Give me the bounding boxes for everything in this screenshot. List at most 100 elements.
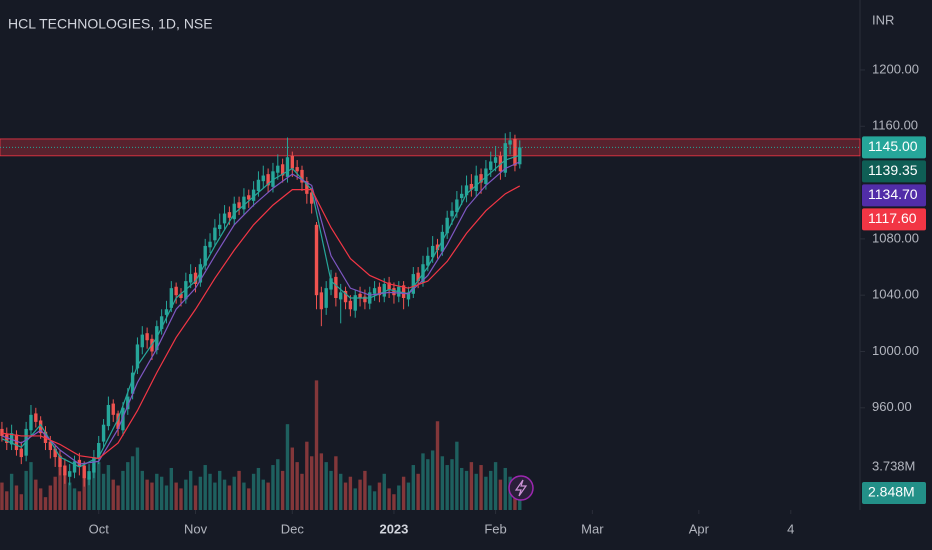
candle-body: [348, 300, 353, 310]
candle-body: [334, 276, 338, 299]
candle-body: [377, 286, 382, 296]
volume-bar: [67, 482, 72, 510]
candle-body: [363, 296, 367, 303]
volume-bar: [314, 380, 319, 510]
candle-body: [503, 143, 507, 173]
candle-body: [179, 293, 183, 299]
volume-bar: [295, 462, 299, 510]
volume-bar: [440, 456, 445, 510]
volume-bar: [242, 482, 246, 510]
y-tick-label: 1040.00: [872, 287, 919, 302]
candle-body: [309, 192, 314, 204]
volume-bar: [53, 476, 57, 510]
x-tick-label: Mar: [581, 521, 604, 536]
volume-bar: [188, 470, 193, 510]
icon-circle[interactable]: [508, 475, 534, 501]
volume-bar: [401, 476, 406, 510]
x-tick-label: 2023: [379, 521, 408, 536]
volume-bar: [14, 485, 19, 510]
candle-body: [19, 448, 23, 458]
candle-body: [0, 428, 4, 436]
volume-bar: [140, 470, 144, 510]
icon-bolt[interactable]: [514, 479, 528, 497]
volume-bar: [290, 447, 295, 510]
volume-bar: [435, 421, 440, 510]
volume-bar: [445, 465, 449, 510]
candle-body: [116, 413, 120, 429]
candle-body: [261, 175, 265, 182]
candle-body: [276, 165, 280, 173]
volume-bar: [329, 470, 333, 510]
volume-bar: [169, 467, 174, 510]
x-tick-label: Nov: [184, 521, 208, 536]
candle-body: [5, 434, 9, 443]
volume-bar: [450, 459, 454, 510]
y-tick-label: 1200.00: [872, 61, 919, 76]
volume-bar: [493, 462, 498, 510]
volume-bar: [97, 462, 101, 510]
moving-average-line: [1, 185, 521, 460]
candle-body: [67, 471, 72, 477]
volume-bar: [237, 470, 241, 510]
candle-body: [9, 433, 14, 445]
price-label: 1134.70: [868, 186, 918, 202]
volume-bar: [208, 473, 212, 510]
candle-body: [101, 424, 106, 442]
x-tick-label: Dec: [281, 521, 305, 536]
candle-body: [14, 434, 19, 451]
volume-bar: [193, 485, 198, 510]
volume-bar: [48, 485, 53, 510]
volume-bar: [339, 473, 343, 510]
candle-body: [329, 278, 333, 290]
candle-body: [237, 202, 241, 208]
volume-bar: [251, 473, 256, 510]
volume-bar: [9, 473, 14, 510]
candle-body: [406, 292, 411, 300]
candle-body: [111, 403, 115, 415]
y-tick-label: 1160.00: [872, 118, 918, 133]
volume-bar: [421, 453, 425, 510]
volume-bar: [426, 459, 430, 510]
price-label: 1117.60: [868, 210, 917, 226]
volume-bar: [227, 485, 232, 510]
volume-bar: [363, 470, 367, 510]
candle-body: [469, 183, 474, 190]
price-label-box: [862, 208, 926, 231]
price-label: 1139.35: [868, 162, 918, 178]
volume-bar: [285, 424, 290, 510]
volume-bar: [150, 482, 154, 510]
volume-bar: [179, 488, 183, 510]
candle-body: [58, 455, 62, 467]
candle-body: [169, 288, 174, 308]
candle-body: [193, 272, 198, 284]
volume-bar: [377, 482, 382, 510]
volume-bar: [334, 456, 338, 510]
axes: 960.00 1000.00 1040.00 1080.00 1160.00 1200.0…: [89, 61, 926, 536]
candle-body: [358, 293, 362, 299]
volume-bar: [416, 473, 420, 510]
replay-icon[interactable]: [508, 475, 534, 501]
currency: INR: [872, 12, 894, 27]
candle-body: [392, 288, 396, 296]
volume-bar: [343, 482, 348, 510]
volume-bar: [387, 488, 391, 510]
volume-bar: [213, 482, 217, 510]
candle-body: [106, 404, 111, 427]
candle-body: [232, 203, 236, 220]
volume-bar: [518, 492, 522, 510]
volume-bar: [460, 467, 464, 510]
candle-body: [435, 244, 440, 251]
candle-body: [213, 227, 217, 241]
volume-bar: [397, 485, 401, 510]
candle-body: [300, 169, 304, 183]
x-tick-label: Feb: [484, 521, 506, 536]
volume-bar: [232, 476, 236, 510]
candle-body: [188, 274, 193, 283]
volume-bar: [198, 476, 203, 510]
volume-bar: [256, 467, 261, 510]
candle-body: [455, 199, 459, 213]
candle-body: [43, 431, 48, 443]
candle-body: [121, 407, 125, 431]
x-tick-label: 4: [787, 521, 794, 536]
